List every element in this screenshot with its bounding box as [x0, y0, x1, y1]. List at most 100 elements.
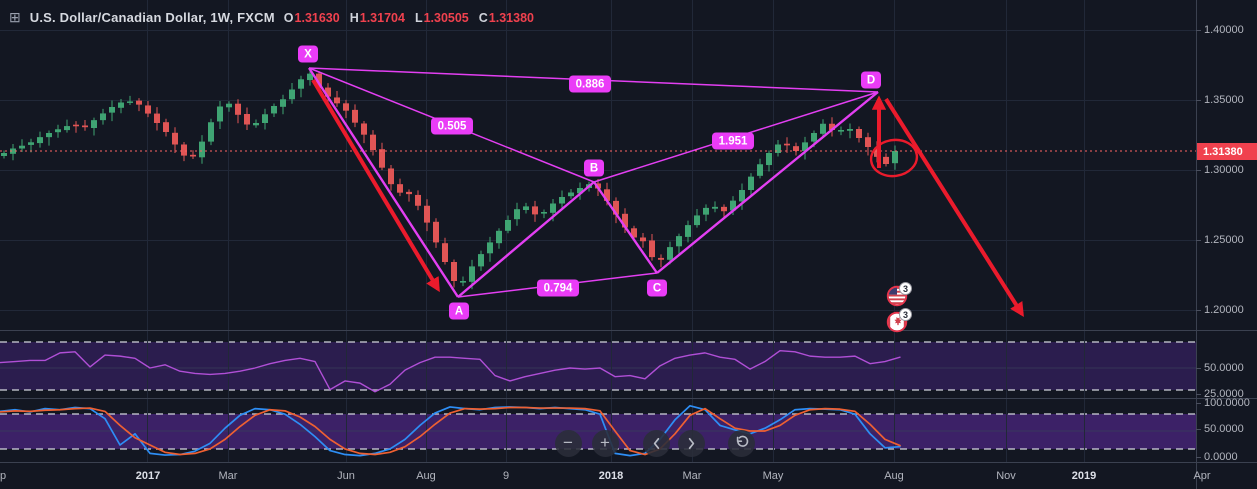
time-axis-label[interactable]: Nov: [996, 470, 1016, 482]
candle-body: [478, 254, 484, 267]
zoom-in-button[interactable]: +: [591, 429, 619, 457]
time-axis-label[interactable]: 9: [502, 470, 510, 482]
candle-body: [28, 142, 34, 145]
candle-body: [451, 262, 457, 281]
candle-body: [820, 123, 826, 134]
price-axis-label[interactable]: 1.40000: [1196, 24, 1244, 36]
candle-body: [892, 151, 898, 164]
candle-body: [163, 122, 169, 132]
price-axis-label[interactable]: 50.0000: [1196, 423, 1244, 435]
price-axis-label[interactable]: 25.0000: [1196, 388, 1244, 400]
candle-body: [469, 266, 475, 282]
ohlc-l: L 1.30505: [414, 10, 469, 25]
time-axis-label[interactable]: Mar: [218, 470, 238, 482]
candle-body: [739, 190, 745, 202]
candle-body: [415, 194, 421, 206]
candle-body: [244, 114, 250, 125]
pattern-point-label-X[interactable]: [298, 45, 318, 63]
candle-body: [289, 89, 295, 100]
ohlc-values: O 1.31630 H 1.31704 L 1.30505 C 1.31380: [284, 11, 534, 25]
candle-body: [316, 73, 322, 89]
candle-body: [1, 153, 7, 156]
pattern-ratio-label[interactable]: [712, 132, 754, 150]
candle-body: [379, 149, 385, 168]
svg-text:X: X: [304, 49, 312, 61]
candle-body: [370, 134, 376, 150]
time-axis-label[interactable]: Aug: [884, 470, 904, 482]
pattern-point-label-A[interactable]: [449, 302, 469, 320]
pattern-ratio-label[interactable]: [537, 279, 579, 297]
symbol-title[interactable]: U.S. Dollar/Canadian Dollar, 1W, FXCM: [29, 10, 275, 25]
event-count-badge: 3: [899, 308, 912, 321]
price-axis-label[interactable]: 1.20000: [1196, 304, 1244, 316]
svg-text:0.886: 0.886: [576, 79, 605, 91]
candle-body: [712, 206, 718, 209]
time-axis-label[interactable]: Mar: [682, 470, 702, 482]
pattern-line-BC[interactable]: [593, 181, 658, 274]
candle-body: [118, 102, 124, 108]
price-axis-label[interactable]: 1.25000: [1196, 234, 1244, 246]
candle-body: [325, 87, 331, 97]
candle-body: [631, 228, 637, 238]
candle-body: [352, 109, 358, 123]
scroll-right-button[interactable]: [677, 429, 705, 457]
scroll-left-button[interactable]: [642, 429, 670, 457]
pattern-ratio-label[interactable]: [569, 75, 611, 93]
time-axis-label[interactable]: May: [762, 470, 784, 482]
candle-body: [622, 213, 628, 228]
svg-text:1.951: 1.951: [719, 136, 748, 148]
candle-body: [442, 243, 448, 262]
zoom-out-button[interactable]: −: [554, 429, 582, 457]
time-axis-label[interactable]: Jun: [337, 470, 355, 482]
candle-body: [406, 191, 412, 195]
pattern-point-label-C[interactable]: [647, 279, 667, 297]
candle-body: [559, 197, 565, 204]
event-count-badge: 3: [899, 282, 912, 295]
candle-body: [388, 168, 394, 185]
ohlc-h: H 1.31704: [349, 10, 405, 25]
candle-body: [775, 144, 781, 153]
pattern-line-XA[interactable]: [307, 67, 460, 298]
candle-body: [19, 145, 25, 149]
time-axis-label[interactable]: Apr: [1193, 470, 1211, 482]
time-axis-label[interactable]: p: [0, 470, 7, 482]
candle-body: [541, 212, 547, 214]
price-axis-label[interactable]: 1.30000: [1196, 164, 1244, 176]
projection-down-arrow[interactable]: [884, 97, 1024, 318]
candle-body: [343, 103, 349, 111]
candle-body: [298, 79, 304, 89]
candle-body: [55, 129, 61, 133]
price-axis-label[interactable]: 50.0000: [1196, 362, 1244, 374]
price-axis-label[interactable]: 0.0000: [1196, 451, 1238, 463]
candle-body: [136, 100, 142, 105]
pattern-line-AB[interactable]: [457, 181, 595, 298]
add-symbol-icon[interactable]: ⊞: [9, 9, 21, 25]
pattern-point-label-B[interactable]: [584, 159, 604, 177]
ohlc-c: C 1.31380: [478, 10, 534, 25]
time-axis-label[interactable]: 2019: [1071, 470, 1097, 482]
candle-body: [847, 129, 853, 131]
pattern-ratio-label[interactable]: [431, 117, 473, 135]
pattern-line-CD[interactable]: [656, 91, 879, 274]
svg-text:B: B: [590, 163, 598, 175]
xa-downtrend-arrow[interactable]: [311, 78, 440, 293]
time-axis-label[interactable]: 2017: [135, 470, 161, 482]
pattern-point-label-D[interactable]: [861, 71, 881, 89]
time-axis-label[interactable]: Aug: [416, 470, 436, 482]
layer-candles: [1, 68, 898, 290]
canada-flag-icon[interactable]: [886, 311, 908, 333]
candle-body: [721, 206, 727, 212]
highlight-ellipse[interactable]: [869, 137, 920, 179]
candle-body: [496, 230, 502, 244]
candle-body: [280, 99, 286, 107]
price-axis-label[interactable]: 1.35000: [1196, 94, 1244, 106]
candle-body: [766, 153, 772, 166]
time-axis-label[interactable]: 2018: [598, 470, 624, 482]
candle-body: [829, 123, 835, 130]
candle-body: [100, 113, 106, 121]
price-axis-label[interactable]: 100.0000: [1196, 397, 1250, 409]
candle-body: [748, 176, 754, 190]
reset-chart-button[interactable]: [727, 429, 755, 457]
ohlc-o: O 1.31630: [283, 10, 340, 25]
